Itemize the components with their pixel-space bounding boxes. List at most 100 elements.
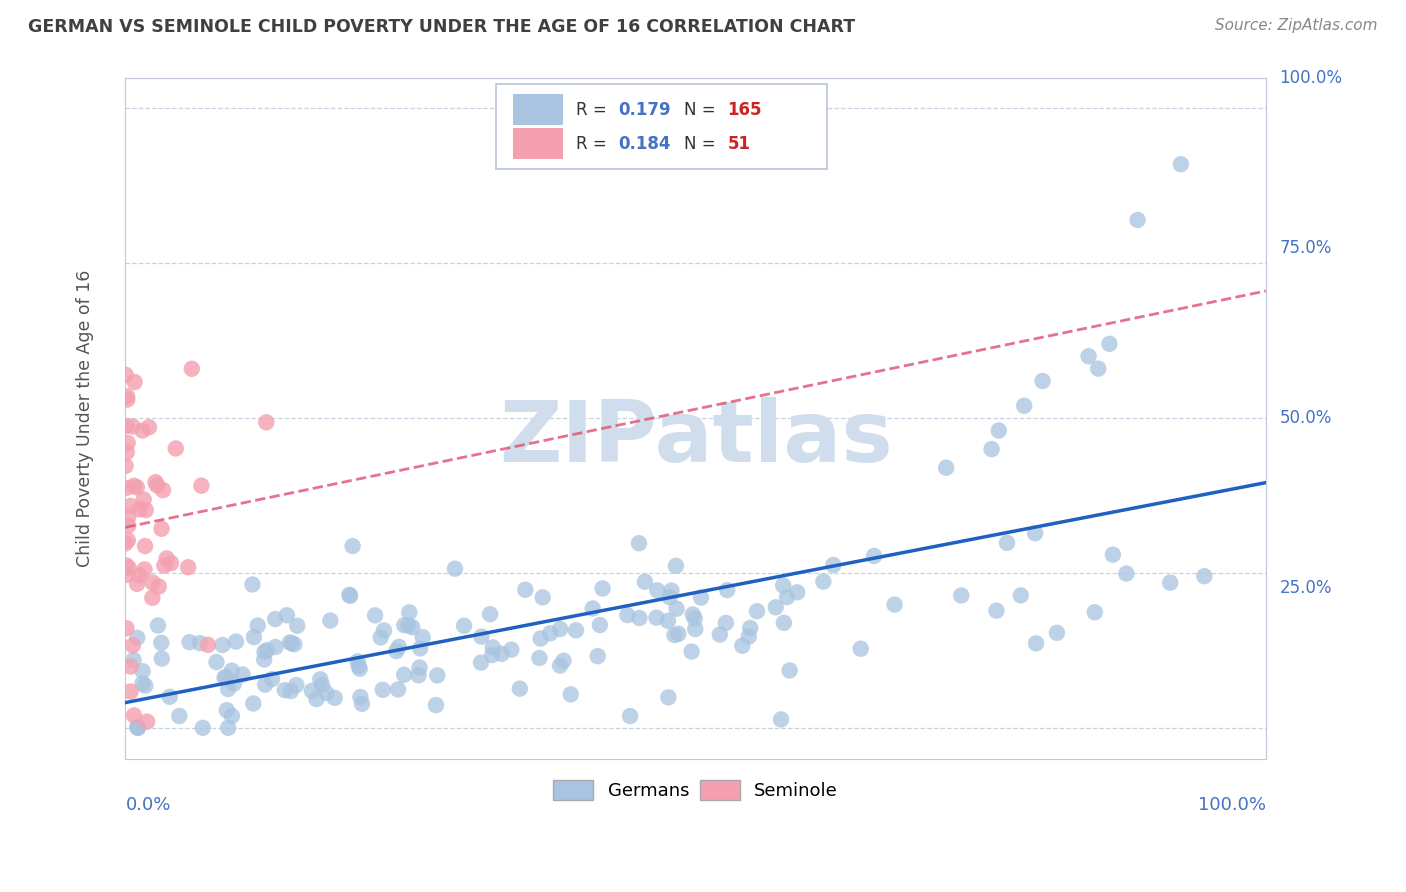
Point: [128, 568, 150, 582]
Point: [214, 671, 236, 685]
Point: [232, 667, 254, 681]
Point: [117, 567, 139, 582]
Point: [225, 634, 247, 648]
Point: [141, 591, 163, 605]
Point: [409, 641, 432, 656]
Point: [134, 562, 156, 576]
Point: [740, 621, 762, 635]
Text: R =: R =: [576, 135, 612, 153]
Point: [1084, 605, 1107, 619]
Point: [280, 684, 302, 698]
Point: [254, 415, 277, 429]
Point: [127, 631, 149, 645]
Point: [883, 598, 905, 612]
Point: [371, 682, 394, 697]
Point: [1077, 349, 1099, 363]
Point: [120, 659, 142, 673]
Point: [479, 607, 502, 622]
Point: [256, 643, 278, 657]
Point: [145, 475, 167, 490]
Point: [560, 687, 582, 701]
Point: [243, 630, 266, 644]
Point: [453, 618, 475, 632]
Point: [115, 621, 138, 635]
Point: [548, 622, 571, 636]
Point: [529, 651, 551, 665]
Point: [128, 502, 150, 516]
Point: [657, 614, 679, 628]
Point: [1115, 566, 1137, 581]
Point: [1087, 361, 1109, 376]
Point: [350, 697, 373, 711]
Point: [285, 678, 308, 692]
Point: [188, 636, 211, 650]
Point: [412, 630, 434, 644]
Point: [935, 460, 957, 475]
Point: [276, 608, 298, 623]
Point: [135, 503, 157, 517]
Text: 51: 51: [727, 135, 751, 153]
FancyBboxPatch shape: [496, 85, 827, 169]
Point: [396, 618, 419, 632]
Point: [616, 608, 638, 623]
Point: [180, 361, 202, 376]
Text: 165: 165: [727, 101, 762, 119]
Point: [125, 480, 148, 494]
Point: [117, 509, 139, 524]
Point: [738, 630, 761, 644]
Point: [1170, 157, 1192, 171]
Point: [122, 479, 145, 493]
Point: [120, 499, 142, 513]
Point: [482, 640, 505, 655]
Point: [285, 619, 308, 633]
Point: [716, 582, 738, 597]
Point: [120, 684, 142, 698]
Point: [565, 624, 588, 638]
Point: [156, 551, 179, 566]
Point: [481, 648, 503, 662]
Point: [215, 670, 238, 684]
Point: [849, 641, 872, 656]
Point: [548, 658, 571, 673]
Text: 0.184: 0.184: [619, 135, 671, 153]
Point: [177, 560, 200, 574]
Point: [772, 578, 794, 592]
Point: [117, 533, 139, 548]
Point: [253, 652, 276, 666]
Point: [274, 683, 297, 698]
Point: [995, 536, 1018, 550]
Point: [215, 703, 238, 717]
Point: [385, 644, 408, 658]
Point: [664, 628, 686, 642]
Point: [115, 481, 138, 495]
Text: 0.0%: 0.0%: [125, 797, 170, 814]
Point: [786, 585, 808, 599]
Point: [515, 582, 537, 597]
Point: [221, 664, 243, 678]
Text: 25.0%: 25.0%: [1279, 580, 1331, 598]
Point: [444, 561, 467, 575]
Point: [305, 692, 328, 706]
Point: [776, 590, 799, 604]
Point: [987, 424, 1010, 438]
Point: [148, 580, 170, 594]
Point: [121, 419, 143, 434]
Point: [501, 642, 523, 657]
Point: [122, 653, 145, 667]
Point: [222, 676, 245, 690]
Point: [714, 615, 737, 630]
Legend: Germans, Seminole: Germans, Seminole: [546, 772, 845, 807]
Text: GERMAN VS SEMINOLE CHILD POVERTY UNDER THE AGE OF 16 CORRELATION CHART: GERMAN VS SEMINOLE CHILD POVERTY UNDER T…: [28, 18, 855, 36]
Point: [280, 636, 302, 650]
Point: [211, 638, 233, 652]
Point: [823, 558, 845, 572]
Point: [115, 558, 138, 573]
Point: [538, 626, 561, 640]
Point: [323, 690, 346, 705]
Point: [394, 618, 416, 632]
Point: [765, 600, 787, 615]
Point: [1046, 625, 1069, 640]
Point: [731, 639, 754, 653]
Point: [253, 645, 276, 659]
Point: [221, 709, 243, 723]
